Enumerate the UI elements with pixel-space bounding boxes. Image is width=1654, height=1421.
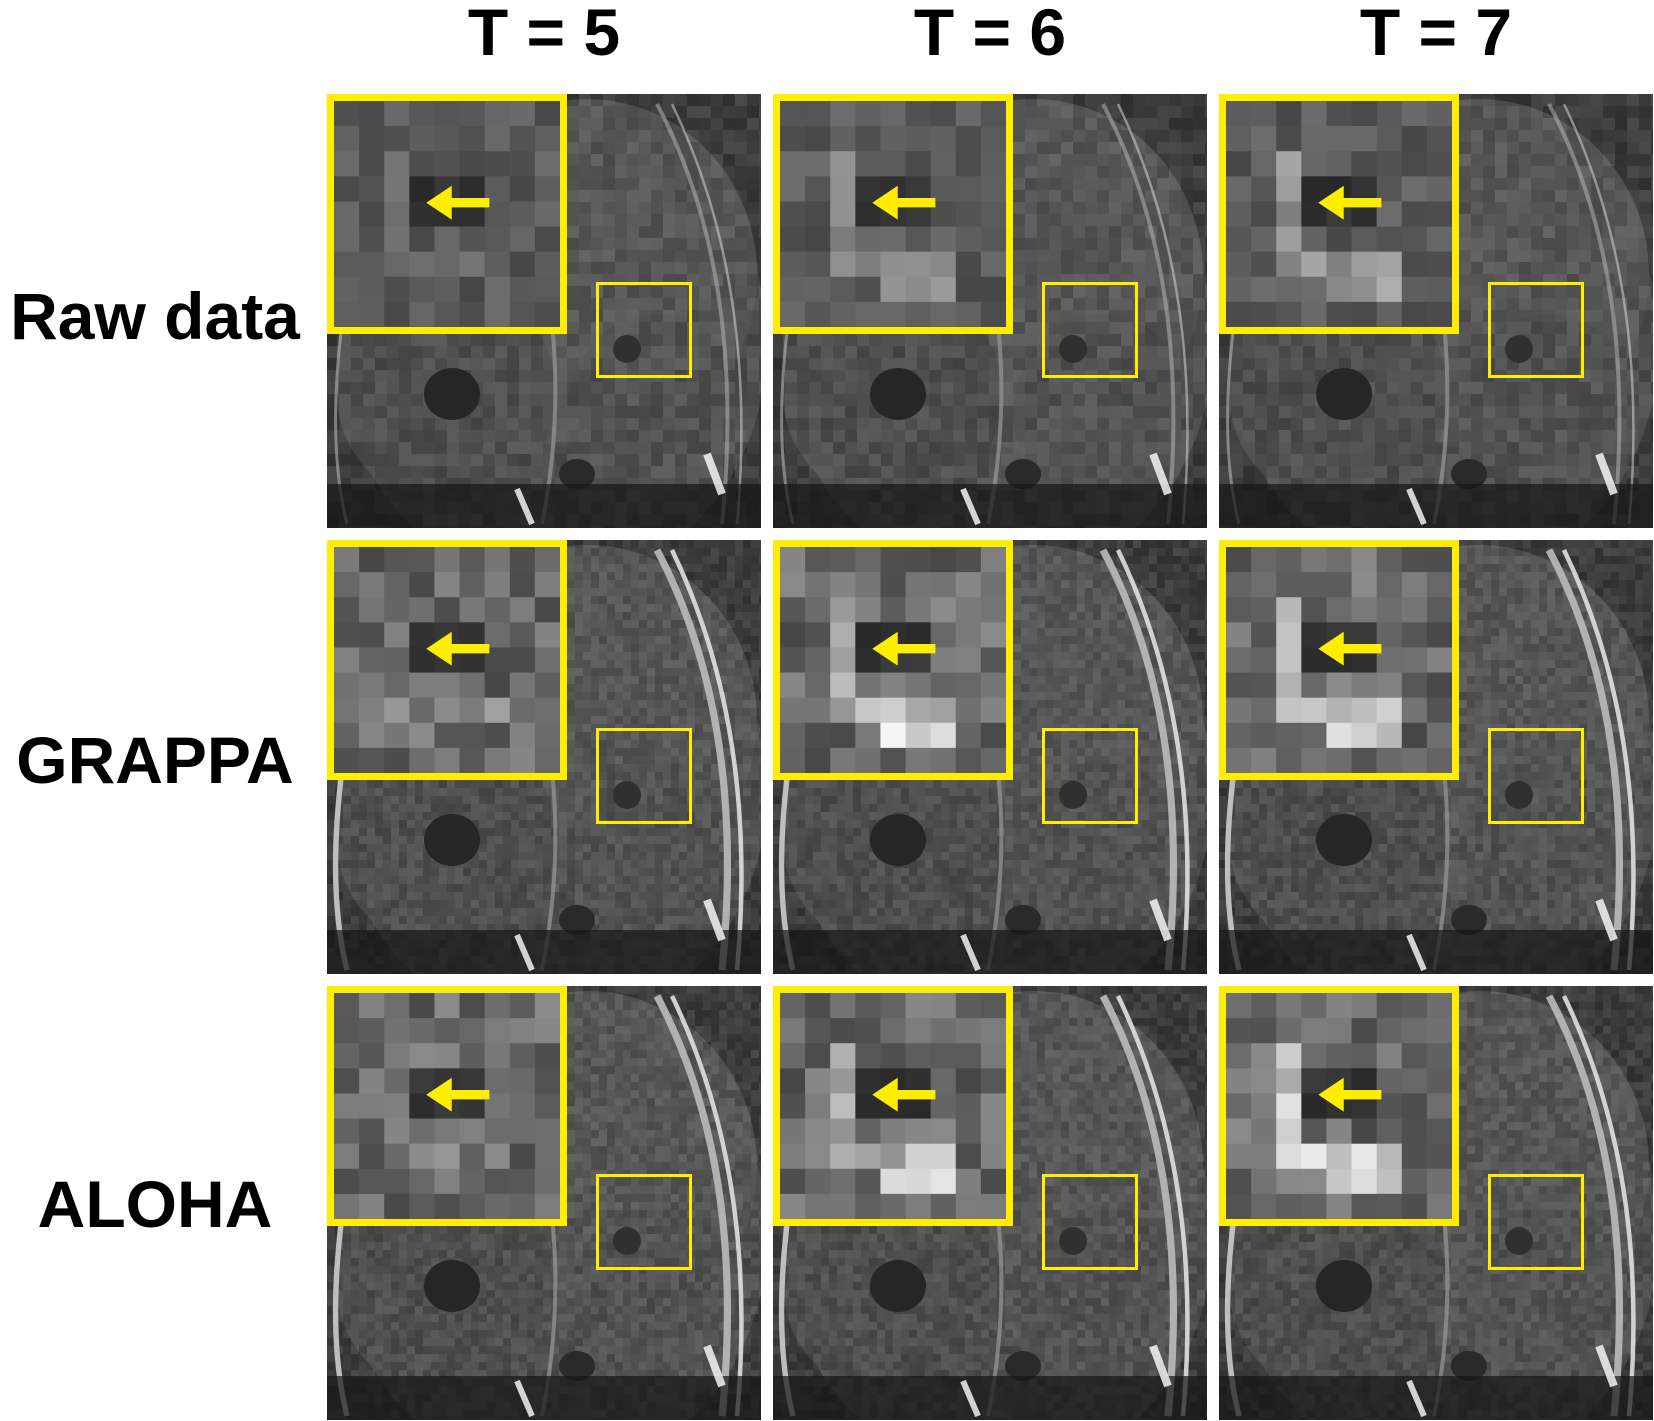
column-label-t5: T = 5 bbox=[327, 0, 761, 65]
zoom-inset bbox=[1219, 540, 1459, 780]
region-of-interest-box bbox=[1042, 282, 1138, 378]
zoom-inset bbox=[1219, 986, 1459, 1226]
left-arrow-icon bbox=[426, 1077, 490, 1112]
left-arrow-icon bbox=[1318, 1077, 1382, 1112]
left-arrow-icon bbox=[426, 185, 490, 220]
left-arrow-icon bbox=[1318, 631, 1382, 666]
region-of-interest-box bbox=[1488, 728, 1584, 824]
region-of-interest-box bbox=[1042, 1174, 1138, 1270]
region-of-interest-box bbox=[1488, 1174, 1584, 1270]
zoom-inset bbox=[327, 986, 567, 1226]
zoom-inset bbox=[327, 540, 567, 780]
panel-aloha-t7 bbox=[1219, 986, 1653, 1420]
left-arrow-icon bbox=[872, 185, 936, 220]
panel-raw-data-t7 bbox=[1219, 94, 1653, 528]
region-of-interest-box bbox=[1488, 282, 1584, 378]
panel-grappa-t5 bbox=[327, 540, 761, 974]
row-label-aloha: ALOHA bbox=[0, 1166, 310, 1242]
panel-aloha-t5 bbox=[327, 986, 761, 1420]
column-label-t6: T = 6 bbox=[773, 0, 1207, 65]
panel-aloha-t6 bbox=[773, 986, 1207, 1420]
panel-grappa-t7 bbox=[1219, 540, 1653, 974]
zoom-inset bbox=[327, 94, 567, 334]
column-label-t7: T = 7 bbox=[1219, 0, 1653, 65]
panel-grappa-t6 bbox=[773, 540, 1207, 974]
left-arrow-icon bbox=[872, 631, 936, 666]
left-arrow-icon bbox=[1318, 185, 1382, 220]
region-of-interest-box bbox=[596, 282, 692, 378]
left-arrow-icon bbox=[872, 1077, 936, 1112]
left-arrow-icon bbox=[426, 631, 490, 666]
region-of-interest-box bbox=[596, 1174, 692, 1270]
zoom-inset bbox=[773, 540, 1013, 780]
row-label-grappa: GRAPPA bbox=[0, 722, 310, 798]
zoom-inset bbox=[773, 986, 1013, 1226]
region-of-interest-box bbox=[1042, 728, 1138, 824]
panel-raw-data-t6 bbox=[773, 94, 1207, 528]
zoom-inset bbox=[773, 94, 1013, 334]
row-label-raw-data: Raw data bbox=[0, 278, 310, 354]
region-of-interest-box bbox=[596, 728, 692, 824]
zoom-inset bbox=[1219, 94, 1459, 334]
panel-raw-data-t5 bbox=[327, 94, 761, 528]
